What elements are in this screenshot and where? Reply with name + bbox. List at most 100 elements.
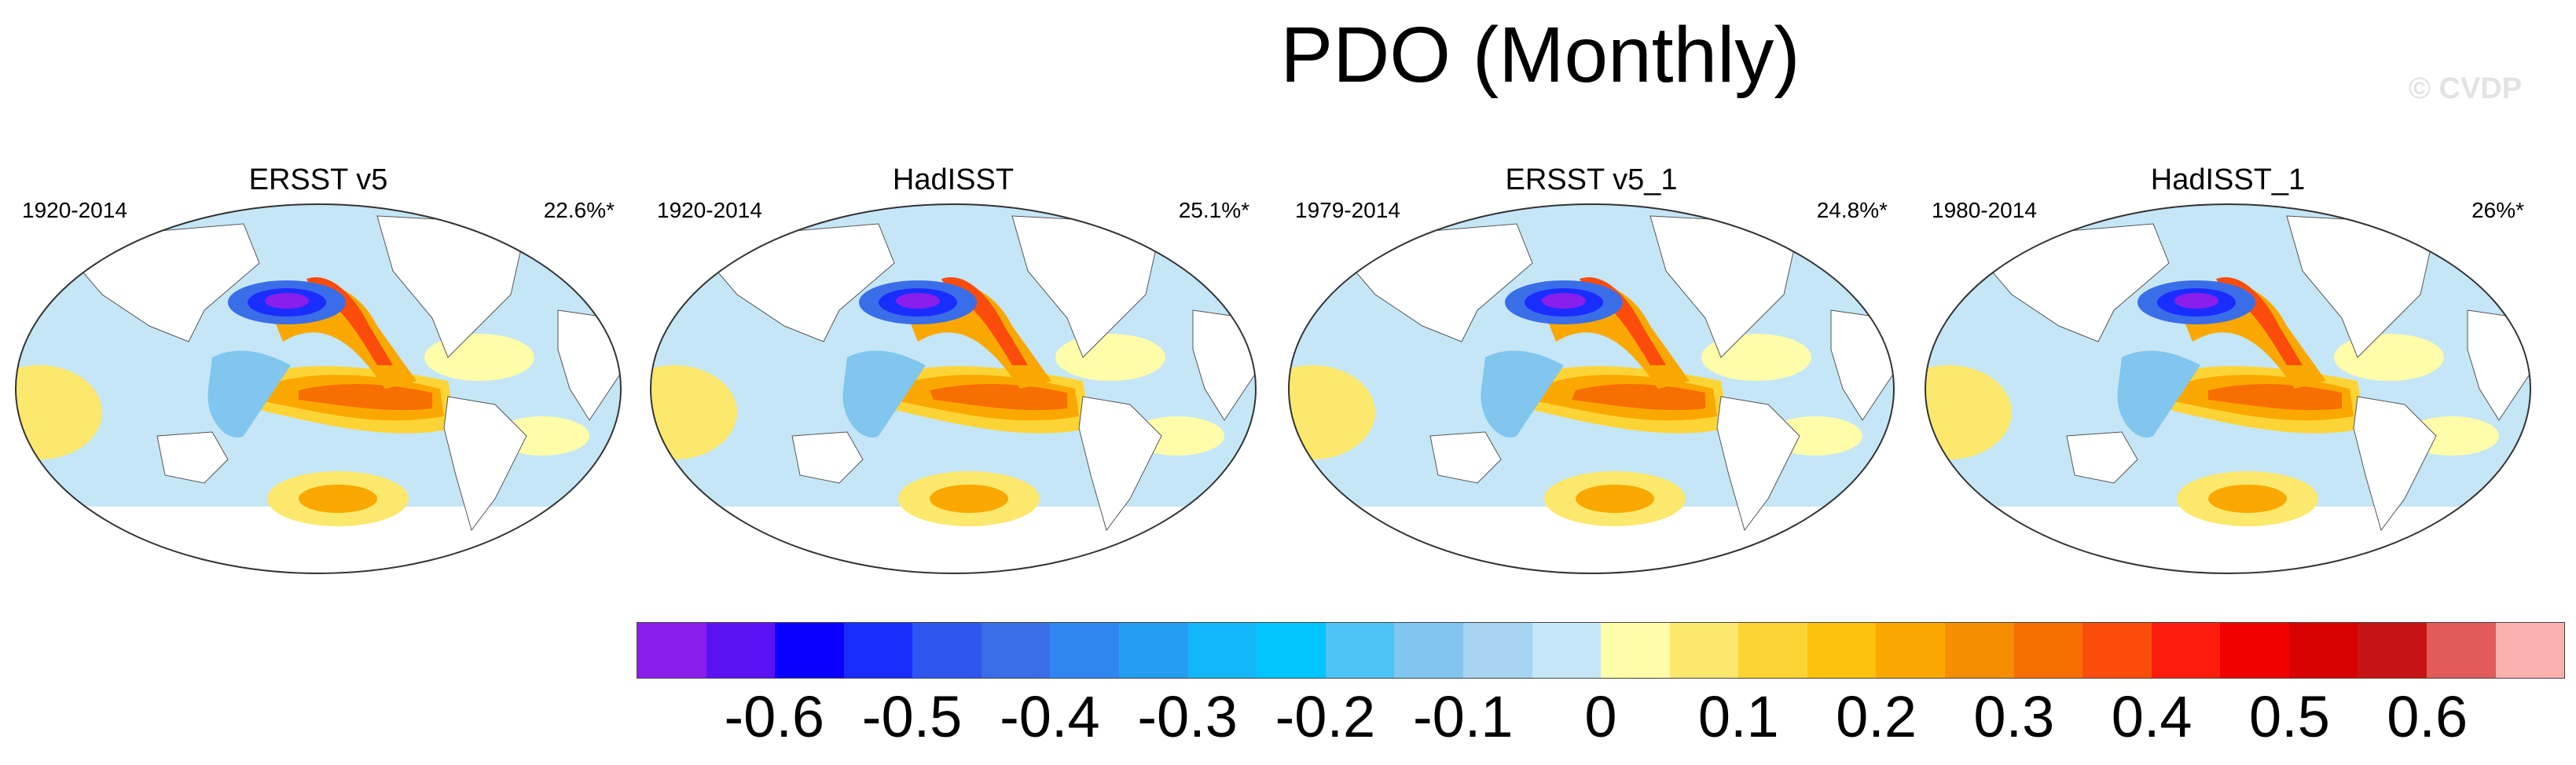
colorbar-tick-label: -0.4 xyxy=(1000,684,1100,749)
land-south-america xyxy=(2353,396,2437,532)
colorbar-swatch xyxy=(1601,623,1670,678)
anomaly-positive xyxy=(16,365,102,459)
land-south-america xyxy=(1716,396,1800,532)
colorbar-swatch xyxy=(2220,623,2289,678)
anomaly-positive xyxy=(2334,334,2444,381)
anomaly-positive xyxy=(1572,384,1705,411)
colorbar-swatch xyxy=(706,623,776,678)
colorbar-swatch xyxy=(775,623,844,678)
colorbar-tick-label: 0.3 xyxy=(1973,684,2055,749)
colorbar-tick-label: -0.3 xyxy=(1137,684,1238,749)
colorbar-tick-label: 0.5 xyxy=(2248,684,2330,749)
panel-title: HadISST xyxy=(892,163,1015,196)
panel-period: 1980-2014 xyxy=(1932,198,2037,222)
anomaly-negative xyxy=(1542,293,1586,309)
map-panel: ERSST v5 1920-2014 22.6%* xyxy=(8,157,629,597)
anomaly-positive xyxy=(1055,334,1165,381)
colorbar-swatch xyxy=(912,623,982,678)
anomaly-negative xyxy=(896,293,940,309)
anomaly-negative xyxy=(842,350,926,437)
panel-variance-percent: 26%* xyxy=(2471,198,2524,222)
anomaly-positive xyxy=(1925,365,2012,459)
panel-variance-percent: 24.8%* xyxy=(1816,198,1888,222)
panel-variance-percent: 22.6%* xyxy=(543,198,615,222)
land-australia xyxy=(1429,431,1502,484)
land-south-america xyxy=(1078,396,1162,532)
panel-period: 1979-2014 xyxy=(1295,198,1400,222)
land-south-america xyxy=(443,396,527,532)
colorbar-swatch xyxy=(1050,623,1120,678)
colorbar-tick-label: 0.4 xyxy=(2111,684,2193,749)
map-outline xyxy=(1288,203,1895,574)
colorbar-tick-label: -0.6 xyxy=(724,684,825,749)
anomaly-positive xyxy=(1289,365,1375,459)
map-projection xyxy=(1925,203,2531,574)
figure-title: PDO (Monthly) xyxy=(1280,11,1800,99)
anomaly-positive xyxy=(424,334,534,381)
land-australia xyxy=(156,431,229,484)
map-outline xyxy=(15,203,622,574)
anomaly-negative xyxy=(265,293,309,309)
colorbar-swatch xyxy=(2495,623,2565,678)
watermark: © CVDP xyxy=(2409,72,2523,105)
colorbar-tick-label: -0.5 xyxy=(861,684,963,749)
map-projection xyxy=(1288,203,1895,574)
colorbar-swatch xyxy=(1187,623,1257,678)
anomaly-negative xyxy=(2174,293,2218,309)
map-panel: HadISST 1920-2014 25.1%* xyxy=(643,157,1264,597)
colorbar-swatch xyxy=(1738,623,1807,678)
colorbar-swatch xyxy=(2151,623,2221,678)
map-outline xyxy=(650,203,1257,574)
colorbar-swatch xyxy=(2082,623,2152,678)
colorbar-tick-label: 0.2 xyxy=(1836,684,1917,749)
anomaly-negative xyxy=(207,350,291,437)
land-australia xyxy=(2066,431,2138,484)
colorbar-swatch xyxy=(1257,623,1326,678)
colorbar xyxy=(637,622,2565,679)
anomaly-negative xyxy=(1481,350,1564,437)
panel-title: ERSST v5_1 xyxy=(1505,163,1678,196)
colorbar-swatch xyxy=(1394,623,1463,678)
colorbar-swatch xyxy=(1325,623,1395,678)
colorbar-swatch xyxy=(843,623,913,678)
map-panel: HadISST_1 1980-2014 26%* xyxy=(1917,157,2538,597)
anomaly-negative xyxy=(2117,350,2200,437)
colorbar-swatch xyxy=(1119,623,1188,678)
colorbar-tick-label: 0.6 xyxy=(2387,684,2468,749)
land-australia xyxy=(791,431,864,484)
colorbar-swatch xyxy=(1944,623,2014,678)
anomaly-positive xyxy=(299,485,377,513)
colorbar-swatch xyxy=(2013,623,2083,678)
colorbar-swatch xyxy=(637,623,706,678)
colorbar-swatch xyxy=(2358,623,2427,678)
colorbar-swatch xyxy=(1462,623,1532,678)
colorbar-swatch xyxy=(1669,623,1739,678)
anomaly-positive xyxy=(930,384,1067,411)
panel-title: HadISST_1 xyxy=(2150,163,2306,196)
map-projection xyxy=(650,203,1257,574)
colorbar-swatch xyxy=(1876,623,1945,678)
colorbar-swatch xyxy=(1532,623,1602,678)
colorbar-swatch xyxy=(2288,623,2358,678)
panel-title: ERSST v5 xyxy=(248,163,388,196)
colorbar-tick-label: -0.1 xyxy=(1412,684,1514,749)
anomaly-positive xyxy=(299,384,432,411)
colorbar-tick-label: 0.1 xyxy=(1697,684,1779,749)
map-projection xyxy=(15,203,622,574)
colorbar-swatch xyxy=(2427,623,2496,678)
anomaly-positive xyxy=(651,365,737,459)
map-panel: ERSST v5_1 1979-2014 24.8%* xyxy=(1281,157,1902,597)
panel-period: 1920-2014 xyxy=(22,198,127,222)
colorbar-tick-label: 0 xyxy=(1584,684,1617,749)
colorbar-tick-label: -0.2 xyxy=(1275,684,1376,749)
colorbar-swatch xyxy=(981,623,1051,678)
panel-period: 1920-2014 xyxy=(657,198,762,222)
map-outline xyxy=(1925,203,2531,574)
anomaly-positive xyxy=(1576,485,1654,513)
anomaly-positive xyxy=(2208,485,2287,513)
anomaly-positive xyxy=(2208,384,2342,411)
panel-variance-percent: 25.1%* xyxy=(1178,198,1249,222)
colorbar-labels: -0.6 -0.5 -0.4 -0.3 -0.2 -0.1 0 0.1 0.2 0.3 0.4 0.5… xyxy=(637,683,2565,754)
colorbar-swatch xyxy=(1807,623,1877,678)
anomaly-positive xyxy=(930,485,1008,513)
